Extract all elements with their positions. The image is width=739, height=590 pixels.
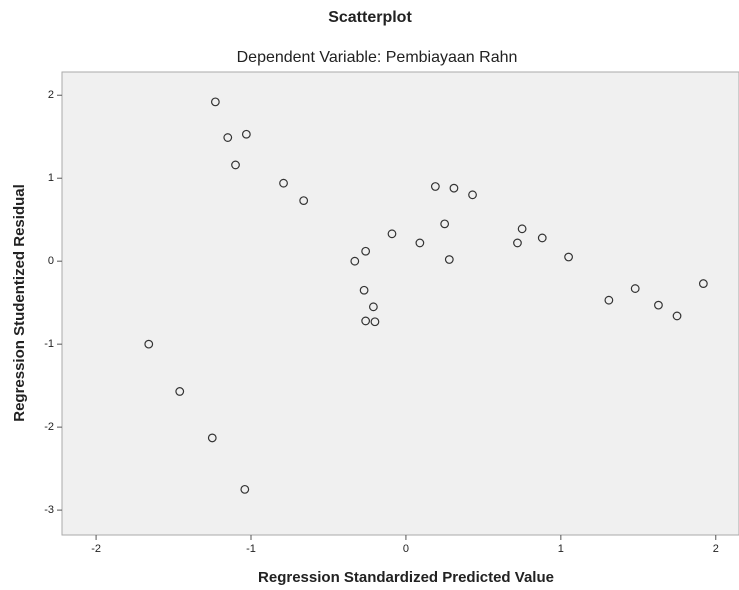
x-tick-label: -1 bbox=[246, 543, 256, 555]
y-tick-label: -3 bbox=[44, 504, 54, 516]
y-tick-label: 1 bbox=[48, 172, 54, 184]
point bbox=[210, 97, 220, 107]
point bbox=[350, 256, 360, 266]
x-tick-label: 0 bbox=[403, 543, 409, 555]
point bbox=[430, 182, 440, 191]
point bbox=[449, 183, 459, 193]
x-tick-label: 2 bbox=[713, 543, 719, 555]
point bbox=[241, 129, 251, 139]
point bbox=[672, 311, 682, 321]
point bbox=[468, 190, 477, 200]
point bbox=[387, 229, 397, 239]
point bbox=[359, 285, 369, 295]
point bbox=[537, 233, 547, 243]
point bbox=[368, 302, 378, 312]
point bbox=[654, 300, 663, 310]
y-tick-label: -2 bbox=[44, 421, 54, 433]
y-tick-label: -1 bbox=[44, 338, 54, 350]
point bbox=[279, 178, 288, 188]
point bbox=[415, 238, 425, 248]
point bbox=[440, 219, 450, 229]
point bbox=[444, 255, 454, 264]
point bbox=[207, 433, 217, 443]
point bbox=[361, 316, 371, 326]
point bbox=[564, 252, 573, 262]
y-tick-label: 0 bbox=[48, 255, 54, 267]
point bbox=[223, 133, 233, 142]
point bbox=[144, 339, 154, 349]
point bbox=[175, 387, 185, 396]
point bbox=[361, 246, 371, 256]
point bbox=[231, 160, 240, 170]
y-tick-label: 2 bbox=[48, 89, 54, 101]
point bbox=[299, 196, 309, 206]
point bbox=[604, 295, 614, 305]
y-axis-label: Regression Studentized Residual bbox=[11, 184, 28, 422]
chart-title: Scatterplot bbox=[328, 9, 412, 26]
point bbox=[370, 317, 380, 327]
chart-subtitle: Dependent Variable: Pembiayaan Rahn bbox=[237, 49, 518, 66]
point bbox=[513, 238, 522, 248]
x-axis-label: Regression Standardized Predicted Value bbox=[258, 569, 554, 586]
point bbox=[517, 224, 527, 234]
point bbox=[240, 484, 250, 494]
x-tick-label: -2 bbox=[91, 543, 101, 555]
plot-area bbox=[61, 71, 739, 536]
point bbox=[630, 284, 640, 293]
x-tick-label: 1 bbox=[558, 543, 564, 555]
point bbox=[698, 279, 708, 288]
